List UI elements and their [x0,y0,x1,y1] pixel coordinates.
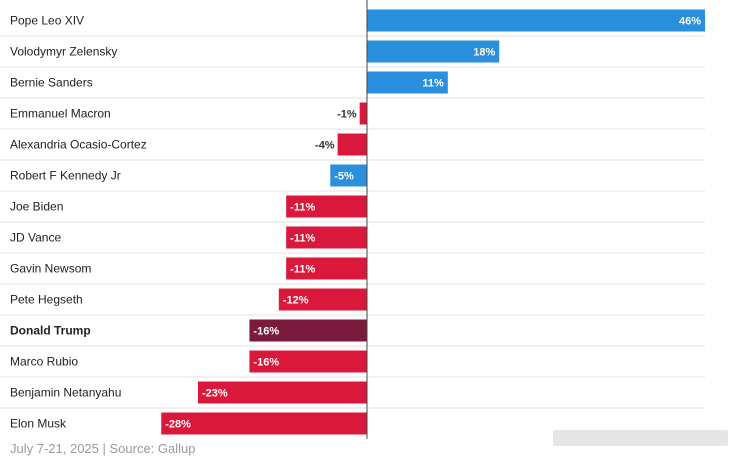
value-label: -23% [202,388,228,400]
source-note: July 7-21, 2025 | Source: Gallup [10,441,196,456]
bar [198,381,367,404]
category-label: Joe Biden [10,200,63,214]
bar [367,71,448,94]
watermark [553,430,728,446]
bar [249,319,367,342]
value-label: 18% [473,47,495,59]
category-label: Volodymyr Zelensky [10,45,117,59]
value-label: -4% [315,140,335,152]
bar [367,40,500,63]
bar [249,350,367,373]
bar [286,226,367,249]
category-label: Marco Rubio [10,355,78,369]
value-label: -5% [334,171,354,183]
value-label: -11% [290,202,315,214]
value-label: -1% [337,109,357,121]
bar [330,164,367,187]
value-label: -28% [165,419,191,431]
category-label: Benjamin Netanyahu [10,386,121,400]
category-label: Alexandria Ocasio-Cortez [10,138,147,152]
bar [161,412,367,435]
bar [367,9,705,32]
value-label: -11% [290,233,315,245]
bar [337,133,367,156]
bar [359,102,367,125]
category-label: Pope Leo XIV [10,14,84,28]
bar [286,195,367,218]
bar [286,257,367,280]
category-label: Emmanuel Macron [10,107,111,121]
category-label: Pete Hegseth [10,293,83,307]
category-label: JD Vance [10,231,61,245]
value-label: -16% [253,357,279,369]
bar [278,288,367,311]
value-label: 46% [679,16,701,28]
category-label: Gavin Newsom [10,262,91,276]
category-label: Robert F Kennedy Jr [10,169,121,183]
value-label: 11% [422,78,444,90]
category-label: Bernie Sanders [10,76,93,90]
value-label: -11% [290,264,315,276]
category-label: Donald Trump [10,324,91,338]
value-label: -12% [283,295,309,307]
value-label: -16% [253,326,279,338]
category-label: Elon Musk [10,417,67,431]
net-favorability-chart: Pope Leo XIV 46% Volodymyr Zelensky 18% Bern… [0,0,705,439]
